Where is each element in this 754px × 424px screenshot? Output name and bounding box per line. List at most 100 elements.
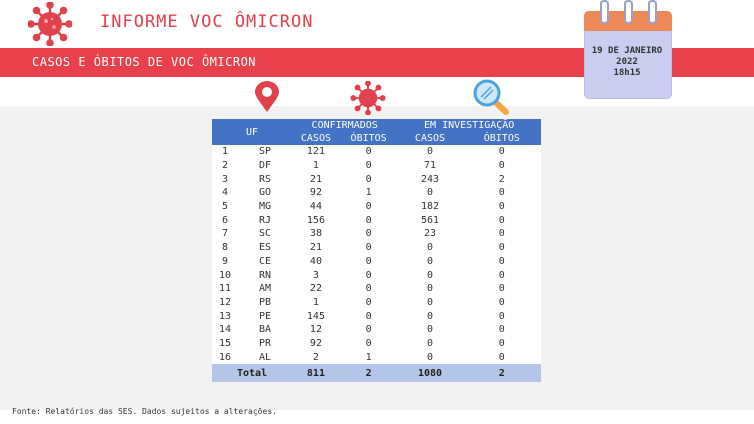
row-confirmed-deaths: 0 [339, 309, 398, 323]
virus-icon [350, 81, 386, 115]
row-investigation-deaths: 0 [462, 295, 541, 310]
table-row: 7 SC 38 0 23 0 [212, 227, 541, 241]
calendar-ring [600, 0, 609, 24]
location-pin-icon [255, 81, 279, 112]
row-investigation-cases: 243 [397, 172, 463, 187]
row-investigation-cases: 0 [397, 309, 463, 323]
row-number: 7 [212, 227, 238, 241]
row-uf: PR [238, 336, 292, 351]
row-uf: AL [238, 350, 292, 364]
row-confirmed-cases: 92 [292, 186, 340, 200]
table-row: 1 SP 121 0 0 0 [212, 145, 541, 159]
row-number: 15 [212, 336, 238, 351]
total-confirmed-deaths: 2 [339, 364, 398, 382]
table-row: 16 AL 2 1 0 0 [212, 350, 541, 364]
row-number: 1 [212, 145, 238, 159]
row-investigation-cases: 0 [397, 240, 463, 255]
table-row: 10 RN 3 0 0 0 [212, 268, 541, 282]
row-investigation-deaths: 0 [462, 322, 541, 337]
row-uf: RJ [238, 213, 292, 228]
row-confirmed-deaths: 0 [339, 227, 398, 241]
table-row: 12 PB 1 0 0 0 [212, 295, 541, 310]
total-label: Total [212, 364, 292, 382]
row-number: 10 [212, 268, 238, 282]
row-confirmed-cases: 12 [292, 322, 340, 337]
row-investigation-deaths: 0 [462, 145, 541, 159]
row-confirmed-deaths: 0 [339, 158, 398, 173]
row-uf: SC [238, 227, 292, 241]
row-confirmed-cases: 22 [292, 281, 340, 296]
calendar-time: 18h15 [613, 68, 641, 78]
row-investigation-deaths: 0 [462, 350, 541, 364]
calendar-ring [648, 0, 657, 24]
row-number: 11 [212, 281, 238, 296]
row-uf: DF [238, 158, 292, 173]
row-investigation-deaths: 0 [462, 240, 541, 255]
row-investigation-deaths: 0 [462, 199, 541, 214]
row-investigation-cases: 0 [397, 145, 463, 159]
calendar-icon: 19 DE JANEIRO 2022 18h15 [584, 0, 672, 99]
row-investigation-deaths: 0 [462, 186, 541, 200]
row-uf: SP [238, 145, 292, 159]
header-investigacao: EM INVESTIGAÇÃO [397, 119, 541, 132]
row-uf: PE [238, 309, 292, 323]
row-confirmed-deaths: 0 [339, 254, 398, 269]
header-confirmados: CONFIRMADOS [292, 119, 398, 132]
table-row: 14 BA 12 0 0 0 [212, 322, 541, 337]
row-confirmed-deaths: 0 [339, 268, 398, 282]
row-uf: MG [238, 199, 292, 214]
row-investigation-cases: 0 [397, 268, 463, 282]
row-number: 12 [212, 295, 238, 310]
row-confirmed-cases: 38 [292, 227, 340, 241]
row-confirmed-cases: 121 [292, 145, 340, 159]
row-investigation-deaths: 0 [462, 336, 541, 351]
row-confirmed-cases: 1 [292, 158, 340, 173]
calendar-day: 19 DE JANEIRO [591, 46, 663, 56]
row-uf: GO [238, 186, 292, 200]
table-row: 15 PR 92 0 0 0 [212, 336, 541, 351]
table-row: 13 PE 145 0 0 0 [212, 309, 541, 323]
table-row: 5 MG 44 0 182 0 [212, 199, 541, 214]
row-investigation-cases: 561 [397, 213, 463, 228]
table-row: 4 GO 92 1 0 0 [212, 186, 541, 200]
table-row: 8 ES 21 0 0 0 [212, 240, 541, 255]
magnifier-icon [473, 79, 509, 115]
row-confirmed-cases: 21 [292, 240, 340, 255]
row-investigation-cases: 0 [397, 350, 463, 364]
row-confirmed-cases: 2 [292, 350, 340, 364]
row-number: 3 [212, 172, 238, 187]
row-uf: PB [238, 295, 292, 310]
row-confirmed-cases: 156 [292, 213, 340, 228]
row-uf: RS [238, 172, 292, 187]
source-note: Fonte: Relatórios das SES. Dados sujeito… [12, 407, 277, 416]
row-number: 9 [212, 254, 238, 269]
row-uf: CE [238, 254, 292, 269]
row-confirmed-deaths: 1 [339, 186, 398, 200]
row-number: 16 [212, 350, 238, 364]
row-investigation-deaths: 0 [462, 281, 541, 296]
row-number: 13 [212, 309, 238, 323]
row-confirmed-deaths: 0 [339, 199, 398, 214]
row-confirmed-cases: 92 [292, 336, 340, 351]
row-uf: ES [238, 240, 292, 255]
row-investigation-deaths: 0 [462, 213, 541, 228]
row-confirmed-deaths: 0 [339, 336, 398, 351]
row-confirmed-cases: 1 [292, 295, 340, 310]
row-investigation-deaths: 0 [462, 309, 541, 323]
row-investigation-deaths: 2 [462, 172, 541, 187]
row-uf: BA [238, 322, 292, 337]
calendar-year: 2022 [616, 57, 638, 67]
subheader-obitos: ÓBITOS [339, 132, 398, 145]
row-confirmed-deaths: 0 [339, 145, 398, 159]
table-row: 9 CE 40 0 0 0 [212, 254, 541, 269]
row-investigation-cases: 0 [397, 322, 463, 337]
row-investigation-deaths: 0 [462, 268, 541, 282]
row-investigation-deaths: 0 [462, 158, 541, 173]
virus-icon [28, 2, 72, 46]
row-confirmed-deaths: 0 [339, 172, 398, 187]
total-investigation-deaths: 2 [462, 364, 541, 382]
row-confirmed-deaths: 1 [339, 350, 398, 364]
row-investigation-cases: 0 [397, 186, 463, 200]
row-investigation-cases: 71 [397, 158, 463, 173]
calendar-date: 19 DE JANEIRO 2022 18h15 [584, 46, 670, 79]
